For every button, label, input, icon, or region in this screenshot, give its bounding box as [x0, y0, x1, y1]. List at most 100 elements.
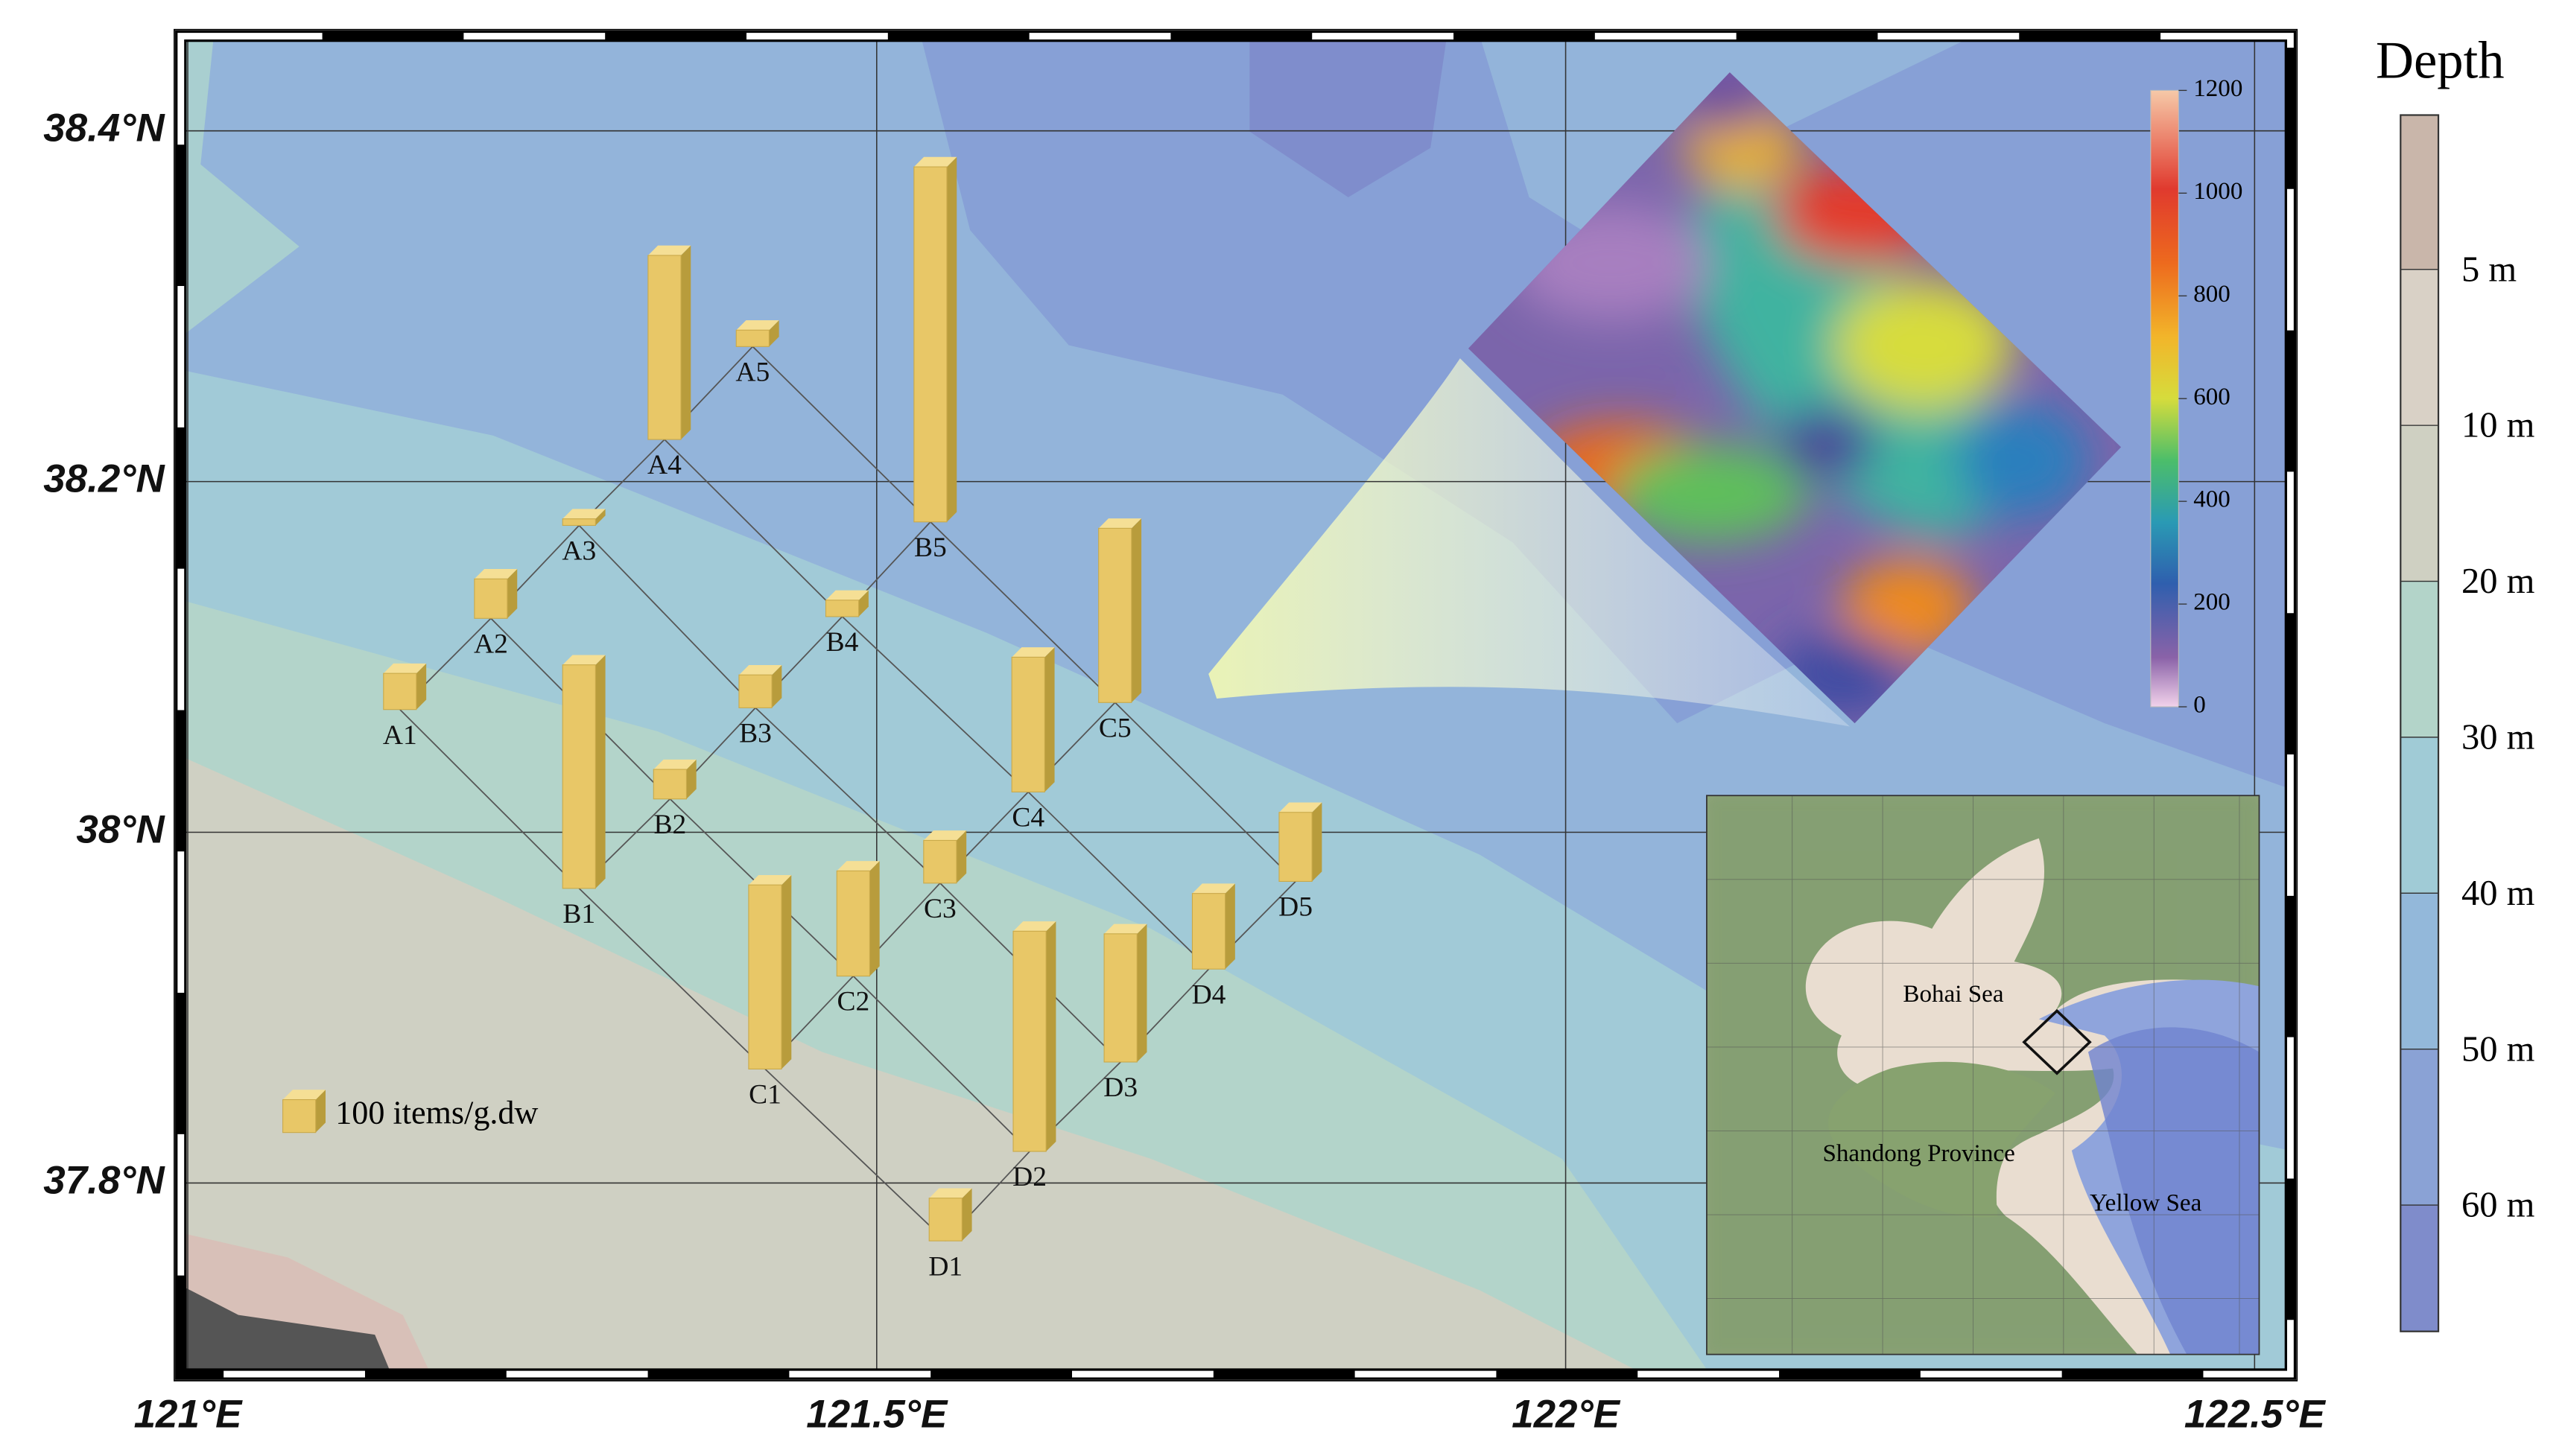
depth-label: 20 m	[2461, 561, 2534, 601]
bar-top	[562, 655, 606, 665]
colorbar-tick-label: 1000	[2193, 178, 2242, 205]
bar-side	[956, 830, 967, 883]
station-link	[755, 707, 941, 884]
bar	[1098, 527, 1132, 703]
inset-label: Bohai Sea	[1903, 981, 2003, 1008]
x-tick-label: 121.5°E	[806, 1392, 948, 1436]
map-frame-outline	[174, 28, 2298, 1382]
bar	[562, 664, 596, 889]
depth-label: 30 m	[2461, 716, 2534, 757]
station-label: A1	[383, 720, 417, 751]
bar	[474, 578, 508, 619]
bar-side	[781, 874, 792, 1069]
legend-bar-top	[282, 1090, 326, 1100]
station: B2	[653, 759, 697, 840]
bar-side	[595, 655, 606, 888]
depth-band	[2400, 580, 2439, 738]
colorbar-tick-label: 200	[2193, 589, 2230, 616]
inset-map: Bohai Sea Shandong Province Yellow Sea	[1706, 795, 2260, 1355]
station-label: A3	[562, 536, 596, 567]
station-label: A5	[735, 357, 770, 387]
station-label: C1	[749, 1080, 781, 1110]
land	[180, 1285, 392, 1375]
colorbar-tick-label: 0	[2193, 692, 2206, 719]
bar-side	[595, 509, 606, 526]
bar-top	[1278, 802, 1322, 813]
blob	[1841, 559, 1973, 658]
inset-label: Yellow Sea	[2090, 1189, 2201, 1216]
legend-bar-side	[315, 1090, 326, 1133]
station-link	[752, 346, 931, 523]
station: C5	[1098, 518, 1142, 743]
station: C3	[923, 830, 967, 924]
station: A4	[647, 245, 691, 480]
depth-band	[2400, 114, 2439, 270]
station-label: A2	[474, 629, 508, 659]
station: D5	[1278, 802, 1322, 923]
y-tick-label: 37.8°N	[43, 1158, 165, 1202]
station: A3	[562, 509, 606, 567]
bar-top	[748, 874, 792, 886]
bar-top	[738, 664, 782, 675]
depth-label: 5 m	[2461, 249, 2517, 289]
bar	[1012, 930, 1047, 1152]
depth-band	[2400, 269, 2439, 426]
station-label: D3	[1103, 1072, 1138, 1103]
bar-top	[562, 509, 606, 519]
inset-grid	[1706, 795, 2260, 1355]
bar	[653, 769, 687, 800]
station-label: B3	[739, 718, 772, 748]
bar	[825, 600, 860, 617]
bar	[562, 518, 596, 527]
depth-legend-title: Depth	[2376, 31, 2505, 89]
inset-peninsula	[1828, 1061, 2055, 1218]
y-tick-label: 38.4°N	[43, 107, 165, 150]
size-legend: 100 items/g.dw	[282, 1090, 538, 1134]
bar-side	[1137, 923, 1147, 1062]
station: A2	[474, 569, 518, 659]
legend-label: 100 items/g.dw	[335, 1095, 538, 1131]
station-label: D2	[1012, 1162, 1047, 1192]
station-label: A4	[647, 450, 682, 480]
station-label: C5	[1099, 713, 1132, 743]
depth-band	[2400, 1204, 2439, 1332]
y-tick-label: 38.2°N	[43, 457, 165, 501]
depth-band	[2400, 1049, 2439, 1206]
depth-bar-border	[2400, 114, 2440, 1332]
colorbar	[2150, 89, 2179, 708]
inset-border	[1706, 795, 2260, 1355]
station: C2	[836, 861, 880, 1017]
bar-side	[769, 320, 779, 347]
blob	[1956, 402, 2088, 518]
map-frame-dash	[177, 33, 2294, 1378]
station-link	[852, 975, 1030, 1152]
station: D2	[1012, 921, 1056, 1192]
station-link	[1115, 702, 1296, 883]
colorbar-ticks: 0 200 400 600 800 1000 1200	[2178, 75, 2242, 719]
axis-labels: 121°E 121.5°E 122°E 122.5°E 37.8°N 38°N 38.2°N…	[43, 107, 2326, 1437]
station-bars: A1 A2 A3 A4 A5 B1 B2 B3 B4 B5 C1 C2 C3 C4 C5 D1 D2 D3 D4 D5…	[282, 156, 1322, 1282]
bar-side	[772, 664, 782, 708]
bar-top	[1098, 518, 1142, 529]
station-label: B1	[562, 899, 595, 929]
bar-side	[1044, 647, 1055, 792]
depth-label: 60 m	[2461, 1185, 2534, 1225]
bar-side	[962, 1188, 972, 1242]
depth-label: 10 m	[2461, 405, 2534, 445]
bar-top	[383, 663, 427, 674]
station: B4	[825, 590, 869, 658]
x-tick-label: 122°E	[1512, 1392, 1621, 1436]
station-link	[764, 1068, 946, 1242]
station: C1	[748, 874, 792, 1110]
station-link	[399, 709, 580, 889]
colorbar-tick-label: 800	[2193, 281, 2230, 308]
bar	[748, 884, 782, 1069]
bar-top	[825, 590, 869, 600]
bar-side	[1312, 802, 1322, 882]
depth-band	[2400, 892, 2439, 1050]
bar-side	[507, 569, 518, 619]
inset-deeper	[2087, 1027, 2260, 1355]
bar	[928, 1198, 963, 1242]
